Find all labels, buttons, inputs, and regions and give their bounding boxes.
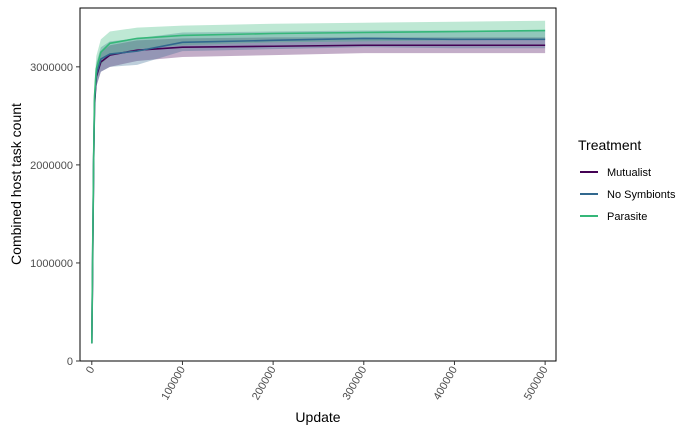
legend-label-parasite: Parasite bbox=[607, 211, 647, 223]
x-tick-label: 100000 bbox=[159, 365, 188, 403]
legend-label-mutualist: Mutualist bbox=[607, 167, 651, 179]
legend-label-no-symbionts: No Symbionts bbox=[607, 189, 676, 201]
y-tick-label: 0 bbox=[67, 356, 73, 368]
series-lines bbox=[90, 29, 546, 344]
x-axis-title: Update bbox=[295, 409, 340, 425]
y-axis: 0 1000000 2000000 3000000 bbox=[30, 62, 80, 368]
panel-border bbox=[79, 7, 557, 362]
legend-title: Treatment bbox=[578, 137, 641, 153]
x-tick-label: 400000 bbox=[431, 365, 460, 403]
y-tick-label: 1000000 bbox=[30, 258, 73, 270]
x-tick-label: 0 bbox=[84, 365, 97, 376]
legend: Treatment Mutualist No Symbionts Parasite bbox=[578, 137, 676, 223]
x-tick-label: 300000 bbox=[341, 365, 370, 403]
panel-background bbox=[80, 8, 556, 361]
y-axis-title: Combined host task count bbox=[8, 103, 24, 265]
confidence-bands bbox=[91, 20, 546, 344]
y-tick-label: 2000000 bbox=[30, 160, 73, 172]
band-no-symbionts bbox=[91, 30, 546, 344]
x-axis: 0 100000 200000 300000 400000 500000 bbox=[84, 361, 551, 402]
x-tick-label: 500000 bbox=[522, 365, 551, 403]
x-tick-label: 200000 bbox=[250, 365, 279, 403]
y-tick-label: 3000000 bbox=[30, 62, 73, 74]
series-line-parasite bbox=[90, 29, 546, 344]
